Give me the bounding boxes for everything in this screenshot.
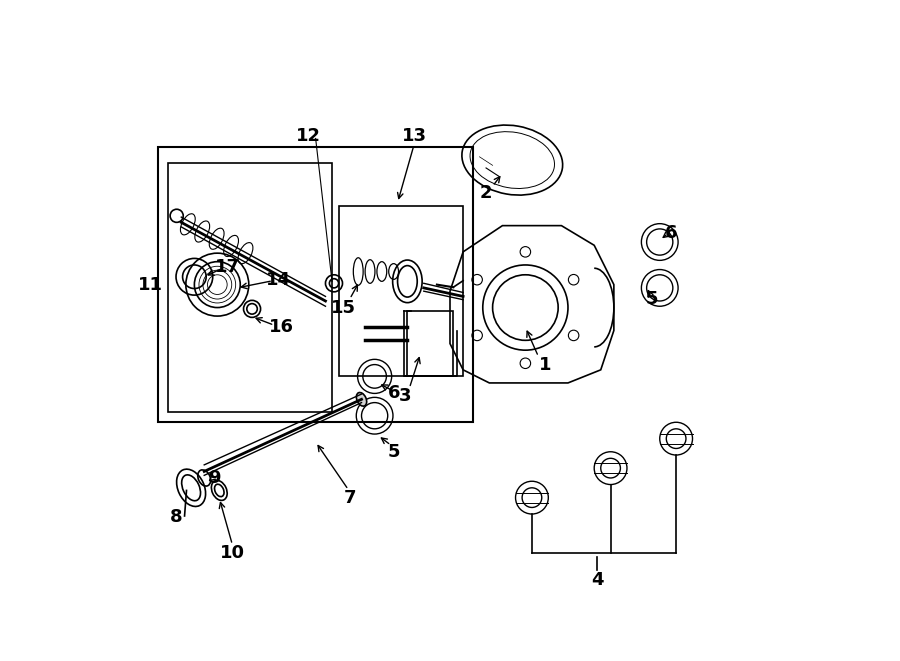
Text: 4: 4	[591, 570, 604, 588]
Text: 7: 7	[344, 488, 356, 506]
Text: 16: 16	[269, 318, 294, 336]
Text: 5: 5	[645, 290, 658, 308]
Text: 1: 1	[539, 356, 552, 373]
Text: 8: 8	[170, 508, 183, 526]
Text: 14: 14	[266, 271, 291, 289]
Text: 17: 17	[214, 258, 239, 276]
Text: 12: 12	[296, 127, 321, 145]
Text: 13: 13	[401, 127, 427, 145]
Text: 11: 11	[138, 276, 163, 293]
Ellipse shape	[356, 393, 366, 406]
Text: 2: 2	[480, 184, 492, 202]
Text: 10: 10	[220, 545, 245, 563]
Bar	[168, 163, 332, 412]
Text: 9: 9	[208, 469, 220, 487]
Text: 15: 15	[330, 299, 356, 317]
Text: 3: 3	[400, 387, 411, 405]
Text: 6: 6	[388, 384, 400, 402]
Bar	[408, 311, 454, 376]
Text: 6: 6	[665, 225, 678, 243]
Bar	[158, 147, 472, 422]
Bar	[338, 206, 464, 376]
Text: 5: 5	[388, 443, 400, 461]
